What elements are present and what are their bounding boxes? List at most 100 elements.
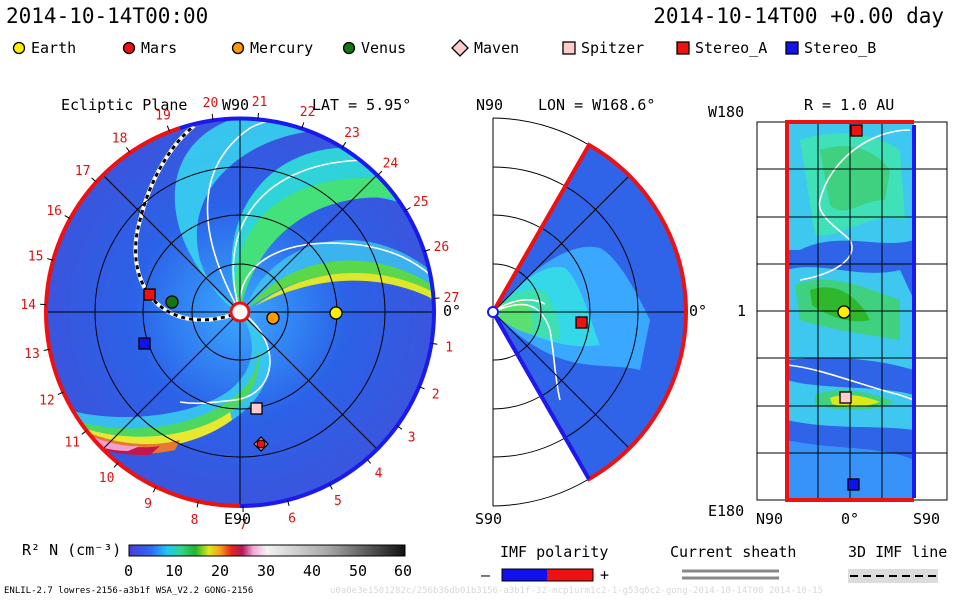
datetime-right: 2014-10-14T00 +0.00 day xyxy=(653,4,944,28)
spitzer-marker-icon xyxy=(562,41,576,55)
meridional-lon-label: LON = W168.6° xyxy=(538,96,656,114)
ecliptic-tick-mark xyxy=(196,501,199,508)
ecliptic-tick-mark xyxy=(377,170,383,176)
radial-mid-left: 1 xyxy=(737,302,747,320)
earth-marker xyxy=(329,306,343,320)
meridional-stereo-a-marker xyxy=(575,316,588,329)
ecliptic-tick-mark xyxy=(113,462,119,468)
ecliptic-tick-label: 20 xyxy=(203,96,219,111)
colorbar-tick: 30 xyxy=(257,562,276,580)
legend-label: Stereo_A xyxy=(695,39,768,57)
ecliptic-tick-label: 26 xyxy=(434,240,450,255)
maven-marker-icon xyxy=(451,39,469,57)
ecliptic-tick-mark xyxy=(366,458,372,464)
imf-polarity-title: IMF polarity xyxy=(500,543,609,561)
legend-mars: Mars xyxy=(122,39,177,57)
imf-plus-label: + xyxy=(600,566,610,584)
radial-spitzer-marker xyxy=(839,391,852,404)
ecliptic-tick-label: 6 xyxy=(288,512,296,527)
radial-stereo-a-marker xyxy=(850,124,863,137)
ecliptic-tick-label: 18 xyxy=(112,132,128,147)
ecliptic-tick-label: 15 xyxy=(28,249,44,264)
ecliptic-tick-mark xyxy=(433,297,440,299)
current-sheath-title: Current sheath xyxy=(670,543,797,561)
legend-maven: Maven xyxy=(451,39,519,57)
ecliptic-tick-mark xyxy=(152,486,157,493)
stereo-a-marker-icon xyxy=(676,41,690,55)
ecliptic-tick-label: 24 xyxy=(383,157,399,172)
footer-model-info: ENLIL-2.7 lowres-2156-a3b1f WSA_V2.2 GON… xyxy=(4,586,254,596)
ecliptic-bottom-label: E90 xyxy=(224,510,252,528)
ecliptic-tick-label: 21 xyxy=(252,95,268,110)
ecliptic-tick-label: 1 xyxy=(445,340,453,355)
colorbar xyxy=(128,544,406,557)
ecliptic-tick-label: 2 xyxy=(432,388,440,403)
ecliptic-tick-mark xyxy=(329,483,333,490)
meridional-bottom-label: S90 xyxy=(475,510,503,528)
colorbar-tick: 20 xyxy=(211,562,230,580)
radial-stereo-b-marker xyxy=(847,478,860,491)
ecliptic-tick-label: 11 xyxy=(64,436,80,451)
ecliptic-tick-label: 16 xyxy=(46,204,62,219)
ecliptic-tick-label: 5 xyxy=(334,494,342,509)
ecliptic-tick-label: 7 xyxy=(239,518,247,533)
legend-label: Maven xyxy=(474,39,520,57)
imf-minus-label: – xyxy=(481,566,491,584)
ecliptic-tick-label: 13 xyxy=(24,347,40,362)
legend-label: Spitzer xyxy=(581,39,645,57)
ecliptic-right-label: 0° xyxy=(443,302,462,320)
colorbar-tick: 10 xyxy=(165,562,184,580)
radial-bottom-center: 0° xyxy=(841,510,860,528)
ecliptic-tick-label: 10 xyxy=(99,471,115,486)
ecliptic-lat-label: LAT = 5.95° xyxy=(312,96,412,114)
ecliptic-tick-mark xyxy=(257,112,259,119)
mars-marker xyxy=(256,439,266,449)
ecliptic-tick-mark xyxy=(287,499,290,507)
radial-bottom-s: S90 xyxy=(913,510,941,528)
ecliptic-tick-mark xyxy=(301,122,305,129)
meridional-top-label: N90 xyxy=(476,96,504,114)
stereo-b-marker xyxy=(138,337,151,350)
legend-stereo-a: Stereo_A xyxy=(676,39,767,57)
datetime-left: 2014-10-14T00:00 xyxy=(6,4,209,28)
stereo-a-marker xyxy=(143,288,156,301)
ecliptic-tick-mark xyxy=(405,207,411,212)
legend-label: Mercury xyxy=(250,39,314,57)
ecliptic-tick-mark xyxy=(396,425,403,430)
mercury-marker xyxy=(266,311,280,325)
ecliptic-tick-label: 8 xyxy=(191,513,199,528)
imf-negative-swatch xyxy=(502,569,547,581)
legend-mercury: Mercury xyxy=(231,39,313,57)
ecliptic-title: Ecliptic Plane xyxy=(61,96,188,114)
ecliptic-tick-mark xyxy=(342,141,347,148)
footer-run-info: u0a0e3e1501282c/256b36db01b3156-a3b1f-32… xyxy=(330,586,824,596)
colorbar-label: R² N (cm⁻³) xyxy=(22,541,122,559)
colorbar-tick: 60 xyxy=(394,562,413,580)
colorbar-tick: 50 xyxy=(349,562,368,580)
ecliptic-tick-label: 25 xyxy=(413,195,429,210)
earth-marker-icon xyxy=(12,41,26,55)
ecliptic-tick-label: 19 xyxy=(155,109,171,124)
colorbar-tick: 0 xyxy=(124,562,134,580)
mars-marker-icon xyxy=(122,41,136,55)
radial-bottom-left: E180 xyxy=(708,502,745,520)
legend-label: Mars xyxy=(141,39,178,57)
ecliptic-top-label: W90 xyxy=(222,96,250,114)
ecliptic-tick-label: 23 xyxy=(344,126,360,141)
mercury-marker-icon xyxy=(231,41,245,55)
ecliptic-tick-mark xyxy=(166,125,170,132)
legend-spitzer: Spitzer xyxy=(562,39,644,57)
legend-label: Venus xyxy=(361,39,407,57)
ecliptic-tick-mark xyxy=(125,147,131,153)
venus-marker xyxy=(165,295,179,309)
radial-earth-marker xyxy=(837,305,851,319)
ecliptic-tick-label: 4 xyxy=(375,467,383,482)
venus-marker-icon xyxy=(342,41,356,55)
ecliptic-tick-label: 17 xyxy=(75,164,91,179)
ecliptic-tick-mark xyxy=(418,386,425,390)
ecliptic-tick-mark xyxy=(64,215,71,219)
radial-top-left: W180 xyxy=(708,103,745,121)
ecliptic-tick-label: 22 xyxy=(300,105,316,120)
